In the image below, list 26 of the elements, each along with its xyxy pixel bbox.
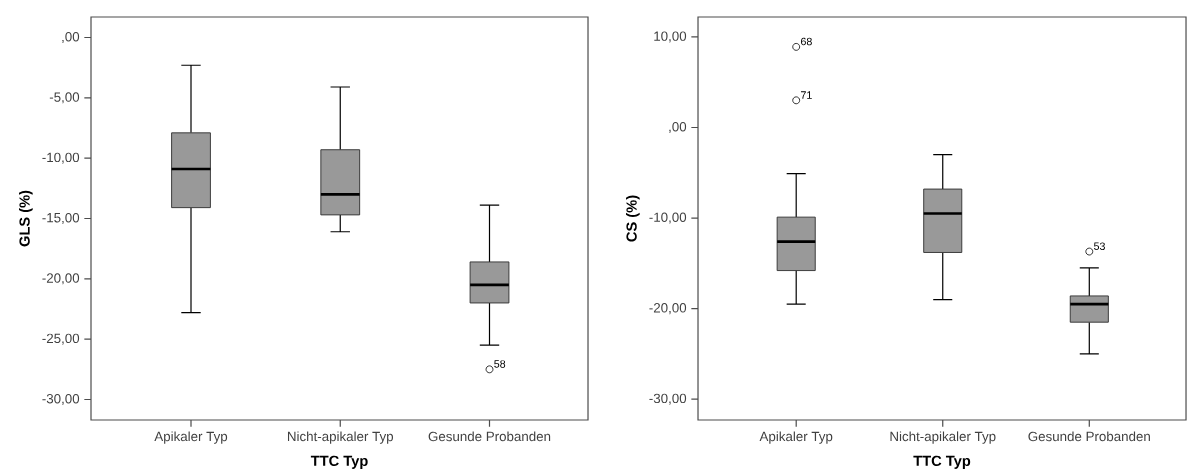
y-tick-label: -10,00 (649, 212, 687, 224)
y-tick-label: ,00 (62, 32, 80, 44)
y-tick-label: -30,00 (42, 393, 80, 405)
annotation: 58 (494, 360, 506, 368)
y-tick-label: -5,00 (49, 92, 80, 104)
annotation: 71 (801, 91, 812, 99)
x-axis-title: TTC Typ (913, 455, 971, 469)
y-tick-label: -30,00 (649, 393, 687, 405)
y-tick-label: -25,00 (42, 333, 80, 345)
x-tick-label: Gesunde Probanden (1028, 431, 1150, 442)
y-axis-title: CS (%) (626, 195, 640, 242)
x-tick-label: Apikaler Typ (154, 431, 228, 444)
x-tick-label: Nicht-apikaler Typ (890, 431, 996, 444)
y-tick-label: -20,00 (649, 303, 687, 315)
x-tick-label: Apikaler Typ (759, 431, 833, 444)
annotation: 68 (801, 37, 812, 46)
x-tick-label: Nicht-apikaler Typ (287, 431, 394, 444)
y-tick-label: -15,00 (42, 212, 80, 225)
x-axis-title: TTC Typ (310, 455, 368, 469)
annotation: 53 (1093, 242, 1105, 250)
y-tick-label: -10,00 (42, 152, 80, 164)
y-tick-label: 10,00 (654, 31, 687, 43)
x-tick-label: Gesunde Probanden (428, 431, 551, 442)
y-axis-title: GLS (%) (19, 190, 33, 247)
y-tick-label: ,00 (669, 121, 687, 133)
y-tick-label: -20,00 (42, 273, 80, 285)
